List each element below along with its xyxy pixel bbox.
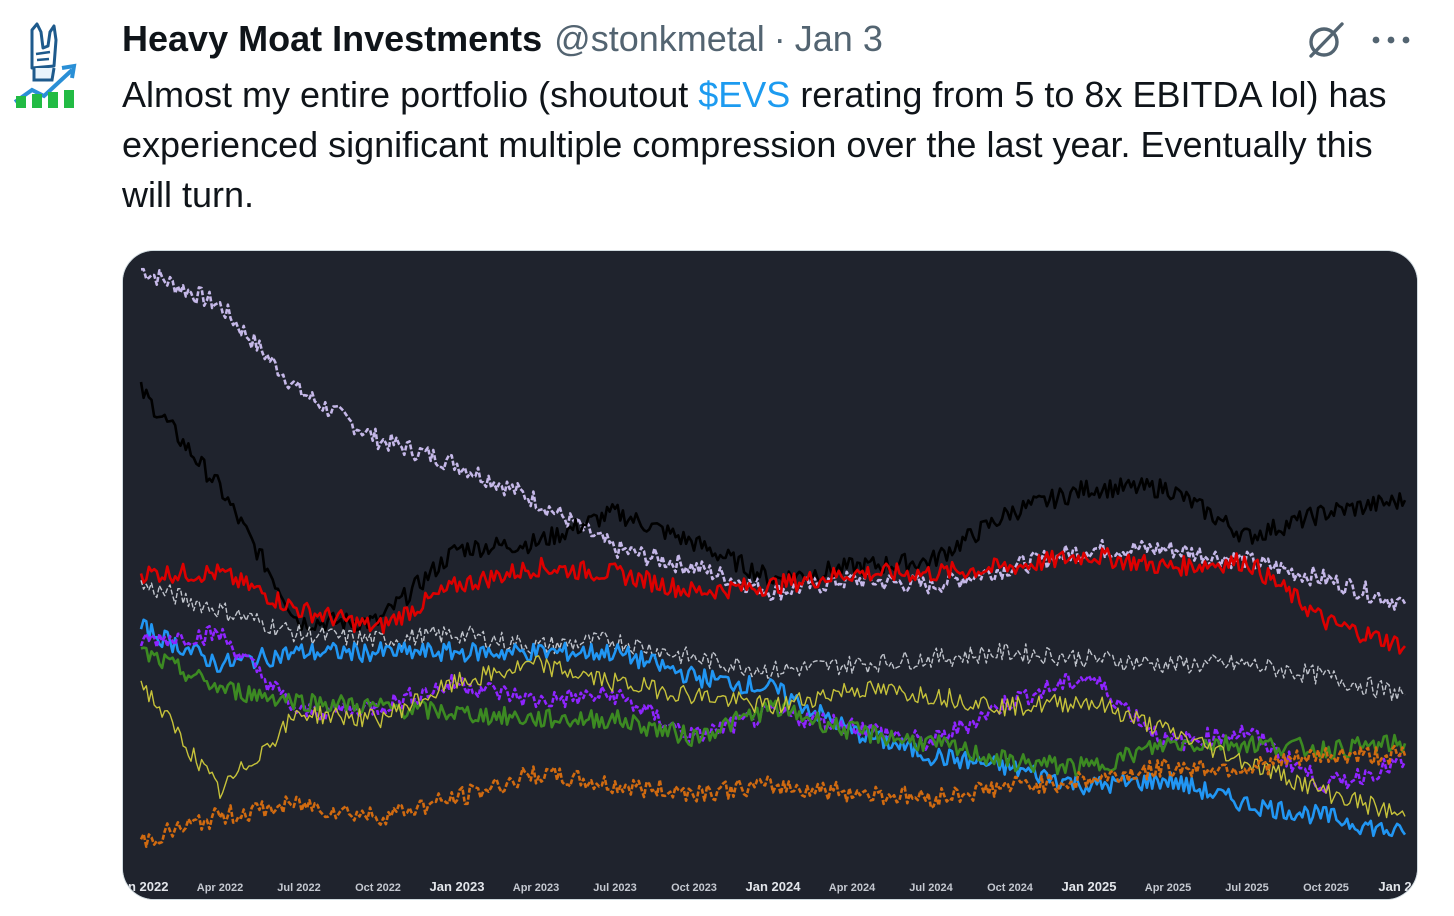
x-tick-label: Oct 2025 [1303,882,1349,894]
rock-hand-chart-avatar-icon [13,22,77,108]
x-tick-label: Oct 2022 [355,882,401,894]
series-line-blue [139,618,1407,838]
x-tick-label: Apr 2023 [513,882,559,894]
series-line-orange [139,744,1407,848]
x-axis: Jan 2022 Apr 2022 Jul 2022 Oct 2022 Jan 2023… [123,879,1412,894]
series-line-black [139,381,1407,632]
chart-background [123,251,1417,899]
x-tick-label: Jan 2024 [746,879,802,894]
series-line-red [139,547,1406,655]
display-name[interactable]: Heavy Moat Investments [122,18,543,59]
x-tick-label: Jul 2024 [909,882,953,894]
line-chart: Jan 2022 Apr 2022 Jul 2022 Oct 2022 Jan 2023… [123,251,1417,899]
x-tick-label: Jan 2025 [1062,879,1117,894]
series-line-green [140,646,1407,777]
series-line-lavender [140,267,1407,611]
avatar[interactable] [10,10,80,110]
x-tick-label: Jan 2 [1378,879,1411,894]
tweet-date[interactable]: Jan 3 [794,18,883,59]
user-handle[interactable]: @stonkmetal [554,18,765,59]
more-icon[interactable] [1368,26,1414,54]
x-tick-label: Oct 2023 [671,882,717,894]
series-layer [139,267,1407,848]
x-tick-label: Apr 2024 [829,882,876,894]
x-tick-label: Jul 2022 [277,882,320,894]
x-tick-label: Jan 2023 [430,879,485,894]
x-tick-label: Jul 2025 [1225,882,1268,894]
grok-icon[interactable] [1304,18,1348,62]
x-tick-label: Apr 2025 [1145,882,1191,894]
tweet-header: Heavy Moat Investments @stonkmetal · Jan… [122,14,883,64]
x-tick-label: Jul 2023 [593,882,636,894]
tweet-text: Almost my entire portfolio (shoutout $EV… [122,70,1422,220]
series-line-white [140,580,1406,701]
x-tick-label: Jan 2022 [123,879,168,894]
tweet-media[interactable]: Jan 2022 Apr 2022 Jul 2022 Oct 2022 Jan 2023… [122,250,1418,900]
tweet-text-before: Almost my entire portfolio (shoutout [122,74,699,115]
series-line-olive [140,655,1406,819]
x-tick-label: Oct 2024 [987,882,1034,894]
tweet-text-after: rerating from 5 to 8x EBITDA lol) has ex… [122,74,1387,215]
x-tick-label: Apr 2022 [197,882,243,894]
cashtag-link[interactable]: $EVS [698,74,791,115]
separator-dot: · [773,18,786,59]
